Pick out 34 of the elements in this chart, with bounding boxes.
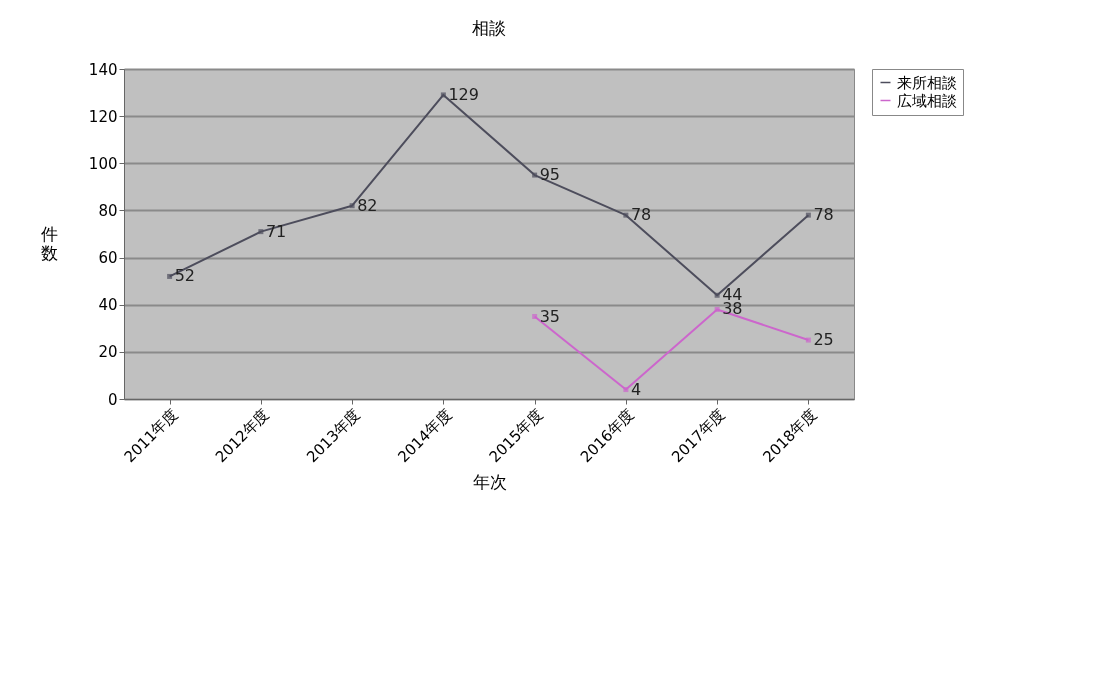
data-label: 129: [448, 84, 479, 104]
point: [349, 203, 355, 209]
chart-title: 相談: [472, 18, 506, 38]
data-label: 78: [630, 205, 652, 225]
data-label: 35: [539, 306, 560, 326]
y-tick-label: 140: [88, 60, 118, 79]
point: [532, 172, 538, 178]
point: [532, 314, 538, 319]
point: [167, 273, 173, 279]
legend-label: 広域相談: [897, 91, 957, 110]
y-tick-label: 40: [98, 296, 118, 315]
point: [623, 387, 629, 393]
point: [440, 92, 446, 98]
data-label: 4: [630, 379, 642, 399]
y-tick-label: 20: [98, 343, 118, 362]
data-label: 52: [174, 266, 195, 286]
y-axis-title: 件数: [41, 223, 59, 263]
data-label: 78: [813, 205, 834, 225]
point: [623, 212, 629, 218]
point: [258, 229, 264, 235]
point: [805, 212, 811, 218]
y-tick-label: 120: [88, 107, 118, 126]
y-tick-label: 100: [88, 154, 118, 173]
point: [714, 306, 720, 312]
point: [714, 292, 720, 298]
data-label: 25: [813, 330, 834, 350]
y-tick-label: 0: [107, 390, 118, 409]
x-axis-title: 年次: [472, 472, 507, 493]
data-label: 82: [357, 195, 378, 215]
point: [805, 337, 811, 343]
legend-label: 来所相談: [897, 73, 957, 92]
data-label: 95: [539, 165, 560, 185]
y-tick-label: 80: [98, 201, 118, 220]
y-tick-label: 60: [98, 249, 118, 268]
